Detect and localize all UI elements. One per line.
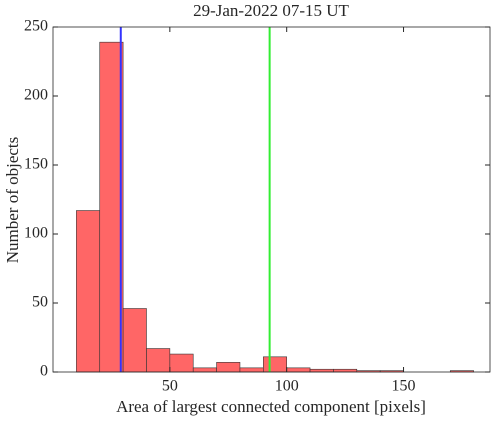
- bar: [239, 367, 264, 373]
- x-tick-label: 150: [392, 378, 416, 395]
- y-tick-label: 50: [32, 294, 48, 311]
- bar: [169, 353, 194, 373]
- plot-frame: [52, 26, 491, 373]
- bar: [286, 367, 311, 373]
- y-tick-label: 200: [24, 87, 48, 104]
- bar: [76, 210, 101, 373]
- y-tick-label: 250: [24, 18, 48, 35]
- y-tick-label: 0: [40, 363, 48, 380]
- bar: [99, 41, 124, 373]
- bar: [333, 368, 358, 373]
- y-axis-label: Number of objects: [3, 137, 22, 264]
- bar: [309, 368, 334, 373]
- bar: [192, 367, 217, 373]
- bar: [263, 356, 287, 373]
- y-tick-label: 150: [24, 156, 48, 173]
- bar: [122, 308, 147, 373]
- bar: [216, 362, 241, 373]
- y-tick-label: 100: [24, 225, 48, 242]
- bar: [146, 348, 171, 373]
- x-tick-label: 50: [162, 378, 178, 395]
- x-tick-label: 100: [275, 378, 299, 395]
- chart-title: 29-Jan-2022 07-15 UT: [193, 1, 349, 20]
- x-axis-label: Area of largest connected component [pix…: [116, 397, 426, 416]
